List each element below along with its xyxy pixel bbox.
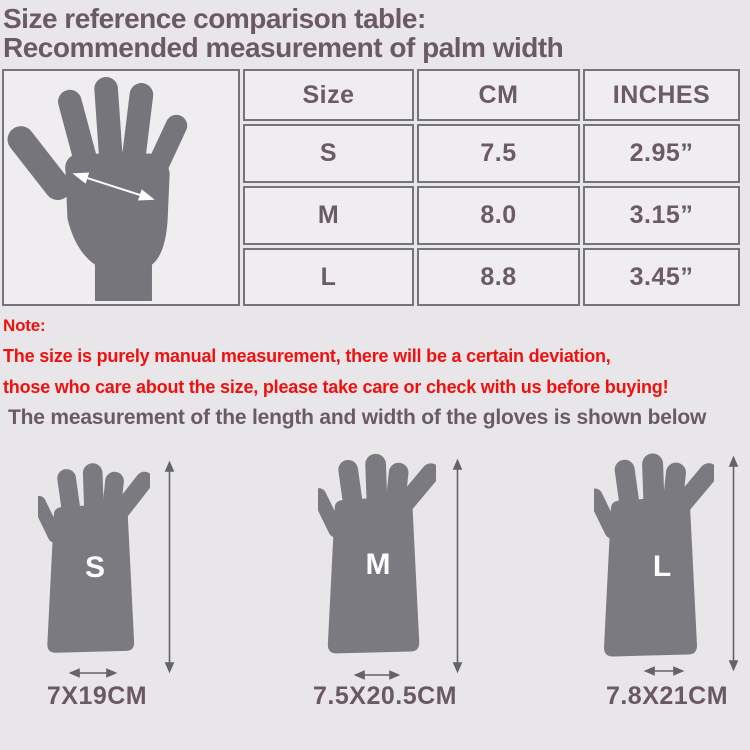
table-cell-size-m: M: [243, 186, 414, 245]
glove-l-dimensions: 7.8X21CM: [605, 682, 729, 710]
glove-s-size-label: S: [84, 551, 105, 584]
glove-s-length-arrow: [164, 460, 175, 674]
table-cell-cm-s: 7.5: [417, 124, 580, 183]
glove-m-dimensions: 7.5X20.5CM: [313, 682, 457, 710]
hand-palm-width-diagram: [2, 69, 240, 306]
glove-s-silhouette-icon: [38, 463, 150, 653]
glove-l-width-arrow: [643, 666, 685, 676]
table-cell-size-l: L: [243, 248, 414, 306]
note-line2: those who care about the size, please ta…: [3, 377, 669, 397]
hand-silhouette-icon: [7, 76, 188, 302]
page-title-line2: Recommended measurement of palm width: [3, 32, 564, 63]
table-header-inches: INCHES: [583, 69, 740, 121]
table-header-size: Size: [243, 69, 414, 121]
table-cell-cm-l: 8.8: [417, 248, 580, 306]
glove-s-dimensions: 7X19CM: [46, 682, 148, 710]
table-cell-inches-m: 3.15”: [583, 186, 740, 245]
glove-l-size-label: L: [652, 550, 672, 583]
size-comparison-table: Size CM INCHES S 7.5 2.95” M 8.0 3.15” L…: [2, 69, 740, 306]
table-cell-size-s: S: [243, 124, 414, 183]
note-label: Note:: [3, 316, 46, 335]
glove-m-width-arrow: [353, 670, 401, 680]
glove-m-size-label: M: [365, 548, 391, 581]
glove-m-silhouette-icon: [318, 453, 436, 654]
glove-l-silhouette-icon: [594, 453, 714, 657]
page-title-line1: Size reference comparison table:: [3, 3, 426, 34]
note-line1: The size is purely manual measurement, t…: [3, 346, 611, 366]
table-cell-inches-s: 2.95”: [583, 124, 740, 183]
note-block: Note: The size is purely manual measurem…: [3, 316, 669, 408]
glove-measurement-heading: The measurement of the length and width …: [8, 406, 707, 429]
glove-s-width-arrow: [68, 668, 118, 678]
glove-l-length-arrow: [728, 455, 739, 672]
page-title: Size reference comparison table: Recomme…: [3, 3, 564, 63]
table-cell-cm-m: 8.0: [417, 186, 580, 245]
table-cell-inches-l: 3.45”: [583, 248, 740, 306]
glove-m-length-arrow: [452, 458, 463, 674]
table-header-cm: CM: [417, 69, 580, 121]
